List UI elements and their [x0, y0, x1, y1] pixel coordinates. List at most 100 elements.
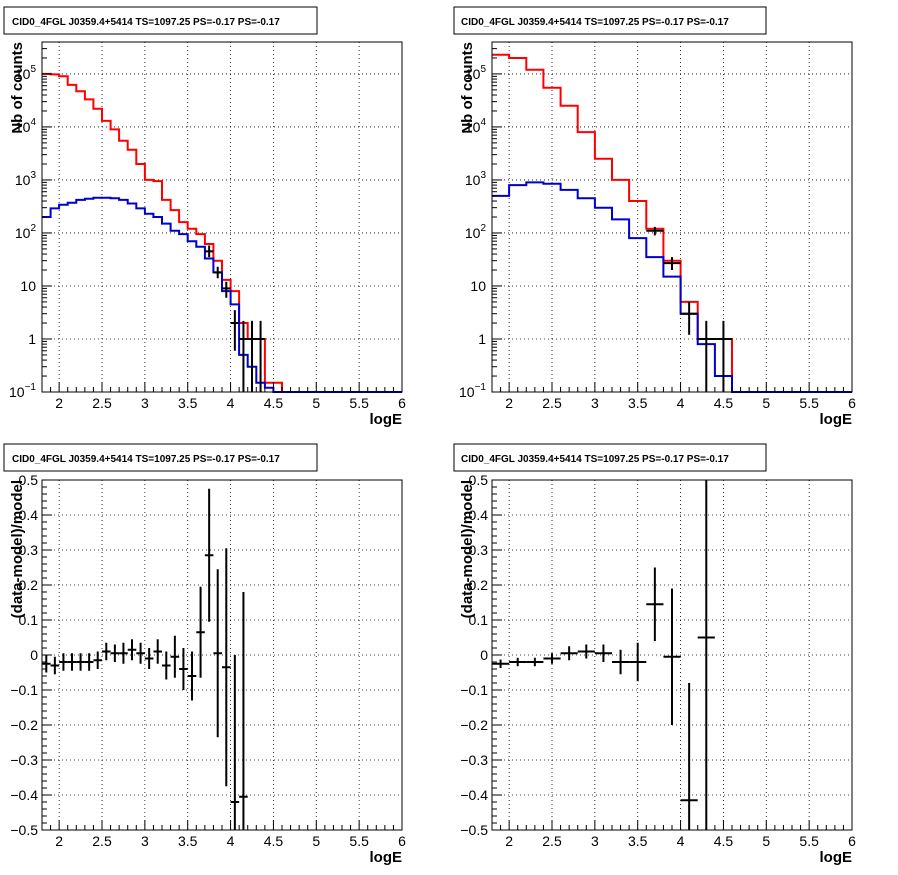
x-tick-label: 2.5 [542, 395, 562, 411]
y-tick-label: 0 [30, 647, 38, 663]
x-tick-label: 5 [762, 833, 770, 849]
chart-title-box [453, 443, 767, 472]
y-tick-label: 0.3 [469, 542, 489, 558]
x-tick-label: 6 [398, 395, 406, 411]
y-axis-label: Nb of counts [459, 42, 476, 134]
y-tick-label: 1 [478, 331, 486, 347]
y-tick-label: −0.2 [10, 717, 38, 733]
data-points-group [646, 226, 732, 392]
y-tick-label: 10 [20, 278, 36, 294]
y-tick-label: 0.4 [19, 507, 39, 523]
x-tick-label: 2.5 [542, 833, 562, 849]
data-point [629, 642, 647, 682]
y-tick-label: 104 [15, 117, 37, 135]
data-point [492, 659, 510, 668]
x-tick-label: 5.5 [349, 395, 369, 411]
data-point [50, 656, 60, 675]
x-tick-label: 3.5 [628, 833, 648, 849]
x-tick-label: 2 [55, 395, 63, 411]
data-points-group [42, 488, 248, 830]
data-point [697, 480, 715, 830]
data-point [204, 245, 214, 258]
x-tick-label: 6 [848, 833, 856, 849]
data-point [222, 548, 231, 787]
y-tick-label: 0.2 [469, 577, 489, 593]
y-tick-label: −0.1 [460, 682, 488, 698]
y-tick-label: 10−1 [9, 382, 36, 400]
x-tick-label: 5.5 [799, 833, 819, 849]
chart-title: CID0_4FGL J0359.4+5414 TS=1097.25 PS=-0.… [461, 17, 729, 28]
data-point [59, 653, 68, 671]
x-tick-label: 6 [398, 833, 406, 849]
y-tick-label: 103 [465, 170, 487, 188]
y-tick-group: 10−1 1 10 102 103 104 105 [9, 48, 52, 400]
x-tick-label: 5.5 [349, 833, 369, 849]
chart-title: CID0_4FGL J0359.4+5414 TS=1097.25 PS=-0.… [461, 454, 729, 465]
data-point [144, 648, 154, 669]
x-tick-label: 3 [591, 833, 599, 849]
data-point [230, 310, 240, 351]
y-tick-label: 0.1 [469, 612, 489, 628]
data-point [714, 320, 732, 392]
x-tick-label: 3 [141, 833, 149, 849]
x-tick-label: 2 [55, 833, 63, 849]
y-tick-label: 0.3 [19, 542, 39, 558]
y-tick-label: −0.4 [460, 787, 488, 803]
x-tick-label: 5 [312, 395, 320, 411]
x-tick-label: 2.5 [92, 395, 112, 411]
residuals-panel-left: CID0_4FGL J0359.4+5414 TS=1097.25 PS=-0.… [3, 443, 406, 866]
data-point [526, 657, 544, 667]
data-point [93, 651, 102, 669]
data-point [204, 488, 214, 622]
x-tick-label: 2.5 [92, 833, 112, 849]
y-tick-label: −0.4 [10, 787, 38, 803]
x-tick-label: 5 [312, 833, 320, 849]
x-tick-label: 4.5 [264, 395, 284, 411]
data-point [697, 320, 715, 392]
data-point [543, 653, 561, 664]
x-tick-label: 4.5 [264, 833, 284, 849]
x-tick-label: 3.5 [178, 395, 198, 411]
x-tick-group: 2 2.5 3 3.5 4 4.5 5 5.5 6 [41, 820, 406, 849]
counts-panel-right: CID0_4FGL J0359.4+5414 TS=1097.25 PS=-0.… [453, 6, 856, 428]
x-tick-label: 3 [141, 395, 149, 411]
data-point [680, 683, 698, 830]
x-tick-label: 6 [848, 395, 856, 411]
chart-title-box [453, 6, 767, 35]
y-axis-label: (data-model)/model [9, 480, 26, 618]
data-points-group [492, 480, 715, 830]
x-tick-group: 2 2.5 3 3.5 4 4.5 5 5.5 6 [491, 382, 856, 411]
data-point [560, 646, 578, 661]
data-point [509, 657, 527, 667]
x-tick-group: 2 2.5 3 3.5 4 4.5 5 5.5 6 [41, 382, 406, 411]
counts-panel-left: CID0_4FGL J0359.4+5414 TS=1097.25 PS=-0.… [3, 6, 406, 428]
y-tick-label: 105 [465, 64, 487, 82]
y-tick-label: −0.1 [10, 682, 38, 698]
data-point [646, 226, 664, 236]
x-tick-label: 3 [591, 395, 599, 411]
x-tick-label: 4.5 [714, 833, 734, 849]
y-tick-label: 104 [465, 117, 487, 135]
data-point [187, 651, 197, 701]
y-tick-label: −0.5 [460, 822, 488, 838]
x-axis-label: logE [370, 411, 403, 428]
y-tick-group: −0.5 −0.4 −0.3 −0.2 −0.1 0 0.1 0.2 0.3 0.4 0.5 [10, 472, 52, 838]
data-point [102, 642, 111, 661]
data-point [42, 655, 51, 673]
data-point [256, 320, 265, 392]
y-tick-label: 10−1 [459, 382, 486, 400]
y-tick-label: −0.3 [10, 752, 38, 768]
x-axis-label: logE [820, 411, 853, 428]
chart-title: CID0_4FGL J0359.4+5414 TS=1097.25 PS=-0.… [12, 454, 280, 465]
data-point [594, 644, 612, 662]
x-tick-label: 4 [227, 833, 235, 849]
data-point [170, 635, 180, 678]
data-point [213, 569, 222, 738]
data-point [577, 644, 595, 659]
data-point [612, 649, 630, 675]
y-tick-label: −0.5 [10, 822, 38, 838]
y-tick-label: 102 [15, 223, 37, 241]
y-tick-group: 10−1 1 10 102 103 104 105 [459, 48, 502, 400]
x-tick-label: 4 [677, 395, 685, 411]
